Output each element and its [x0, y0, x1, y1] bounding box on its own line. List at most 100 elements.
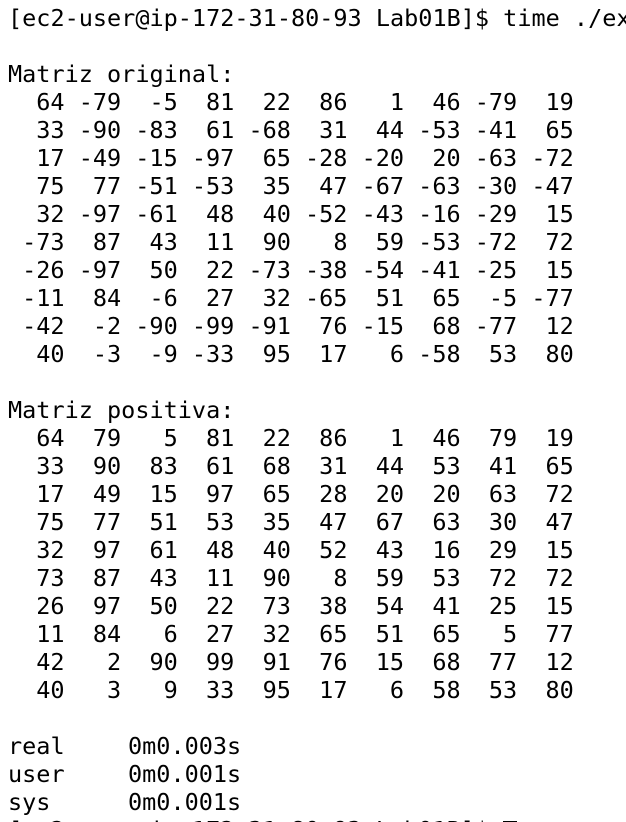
- matrix-cell: 86: [319, 88, 348, 116]
- matrix-cell: 87: [92, 228, 122, 256]
- matrix-cell: 6: [163, 620, 178, 648]
- matrix-cell: -63: [418, 172, 461, 200]
- matrix-cell: 15: [149, 480, 178, 508]
- matrix-cell: 91: [262, 648, 291, 676]
- matrix-cell: -67: [361, 172, 405, 200]
- matrix-cell: 53: [488, 340, 518, 368]
- matrix-cell: 31: [319, 452, 348, 480]
- matrix-cell: 48: [206, 536, 235, 564]
- matrix-cell: 25: [488, 592, 518, 620]
- matrix-cell: 48: [206, 200, 235, 228]
- matrix-cell: 17: [319, 676, 348, 704]
- matrix-cell: 32: [262, 284, 291, 312]
- matrix-cell: 42: [36, 648, 65, 676]
- matrix-cell: 84: [92, 284, 122, 312]
- matrix-cell: -38: [305, 256, 348, 284]
- matrix-cell: 26: [36, 592, 65, 620]
- matrix-cell: -61: [135, 200, 178, 228]
- matrix-cell: 15: [545, 592, 574, 620]
- matrix-cell: 33: [36, 452, 65, 480]
- matrix-cell: 50: [149, 256, 178, 284]
- matrix-cell: 29: [488, 536, 518, 564]
- matrix-cell: 11: [206, 564, 235, 592]
- matrix-cell: 1: [389, 424, 405, 452]
- matrix-cell: 90: [262, 228, 291, 256]
- matrix-cell: -6: [149, 284, 178, 312]
- matrix-cell: 51: [149, 508, 178, 536]
- matrix-cell: 72: [545, 564, 574, 592]
- matrix-cell: 3: [107, 676, 122, 704]
- timing-line: sys 0m0.001s: [8, 788, 308, 816]
- matrix-row: 26 97 50 22 73 38 54 41 25 15: [8, 592, 574, 620]
- matrix-row: 73 87 43 11 90 8 59 53 72 72: [8, 564, 574, 592]
- matrix-row: -11 84 -6 27 32 -65 51 65 -5 -77: [8, 284, 574, 312]
- cursor: [503, 820, 518, 822]
- matrix-cell: 43: [149, 564, 178, 592]
- matrix-cell: -5: [488, 284, 518, 312]
- matrix-row: 11 84 6 27 32 65 51 65 5 77: [8, 620, 574, 648]
- matrix-cell: 22: [206, 256, 235, 284]
- matrix-row: 64 79 5 81 22 86 1 46 79 19: [8, 424, 574, 452]
- matrix-cell: 61: [206, 452, 235, 480]
- matrix-cell: -58: [418, 340, 461, 368]
- matrix-cell: 19: [545, 424, 574, 452]
- matrix-cell: 73: [262, 592, 291, 620]
- matrix-cell: 75: [36, 172, 65, 200]
- matrix-cell: -30: [474, 172, 518, 200]
- matrix-cell: 33: [206, 676, 235, 704]
- matrix-cell: -68: [248, 116, 291, 144]
- matrix-cell: 65: [262, 480, 291, 508]
- matrix-cell: 80: [545, 676, 574, 704]
- matrix-cell: 41: [488, 452, 518, 480]
- timing-label: user: [8, 760, 65, 788]
- matrix-cell: -11: [22, 284, 65, 312]
- matrix-row: 17 49 15 97 65 28 20 20 63 72: [8, 480, 574, 508]
- matrix-cell: -15: [135, 144, 178, 172]
- matrix-cell: 19: [545, 88, 574, 116]
- matrix-cell: -72: [531, 144, 574, 172]
- timing-label: real: [8, 732, 65, 760]
- matrix-cell: 77: [92, 172, 122, 200]
- matrix-cell: 68: [432, 312, 461, 340]
- matrix-cell: 15: [375, 648, 405, 676]
- matrix-cell: 17: [36, 480, 65, 508]
- matrix-cell: 87: [92, 564, 122, 592]
- matrix-row: -42 -2 -90 -99 -91 76 -15 68 -77 12: [8, 312, 574, 340]
- matrix-cell: -83: [135, 116, 178, 144]
- timing-line: user 0m0.001s: [8, 760, 308, 788]
- matrix-cell: -53: [418, 228, 461, 256]
- matrix-cell: 50: [149, 592, 178, 620]
- matrix-cell: 20: [375, 480, 405, 508]
- matrix-cell: 76: [319, 312, 348, 340]
- matrix-cell: -29: [474, 200, 518, 228]
- matrix-cell: 15: [545, 536, 574, 564]
- matrix-cell: -97: [78, 200, 122, 228]
- matrix-cell: 20: [432, 480, 461, 508]
- matrix-cell: 53: [432, 564, 461, 592]
- matrix-cell: -72: [474, 228, 518, 256]
- matrix-cell: -43: [361, 200, 405, 228]
- matrix-cell: 97: [92, 536, 122, 564]
- matrix-cell: 6: [389, 676, 405, 704]
- matrix-cell: 51: [375, 620, 405, 648]
- matrix-cell: 2: [107, 648, 122, 676]
- matrix-cell: -53: [191, 172, 235, 200]
- matrix-cell: 65: [432, 620, 461, 648]
- matrix-cell: -77: [531, 284, 574, 312]
- matrix-cell: 43: [375, 536, 405, 564]
- matrix-cell: 9: [163, 676, 178, 704]
- matrix-cell: 47: [319, 508, 348, 536]
- matrix-cell: 80: [545, 340, 574, 368]
- matrix-cell: 32: [36, 536, 65, 564]
- matrix-cell: 47: [319, 172, 348, 200]
- matrix-cell: 11: [206, 228, 235, 256]
- matrix-cell: -97: [78, 256, 122, 284]
- matrix-cell: 28: [319, 480, 348, 508]
- matrix-cell: -54: [361, 256, 405, 284]
- matrix-cell: 53: [206, 508, 235, 536]
- matrix-cell: -49: [78, 144, 122, 172]
- matrix-cell: 65: [432, 284, 461, 312]
- matrix-row: -26 -97 50 22 -73 -38 -54 -41 -25 15: [8, 256, 574, 284]
- matrix-cell: 72: [488, 564, 518, 592]
- matrix-cell: 46: [432, 424, 461, 452]
